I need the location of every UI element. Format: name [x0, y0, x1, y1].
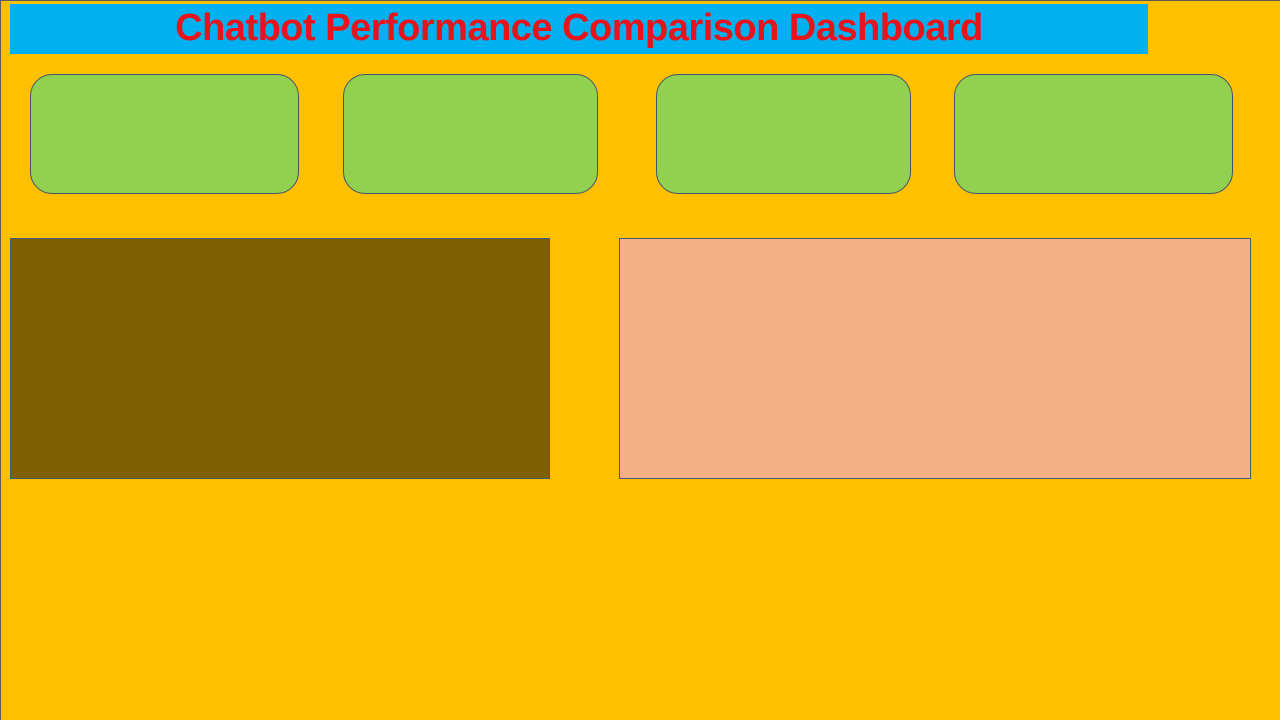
kpi-card-1[interactable]	[30, 74, 299, 194]
kpi-card-2[interactable]	[343, 74, 598, 194]
kpi-card-4[interactable]	[954, 74, 1233, 194]
dashboard-title: Chatbot Performance Comparison Dashboard	[175, 7, 983, 49]
title-banner: Chatbot Performance Comparison Dashboard	[10, 4, 1148, 54]
chart-panel-right[interactable]	[619, 238, 1251, 479]
kpi-card-3[interactable]	[656, 74, 911, 194]
chart-panel-left[interactable]	[10, 238, 550, 479]
